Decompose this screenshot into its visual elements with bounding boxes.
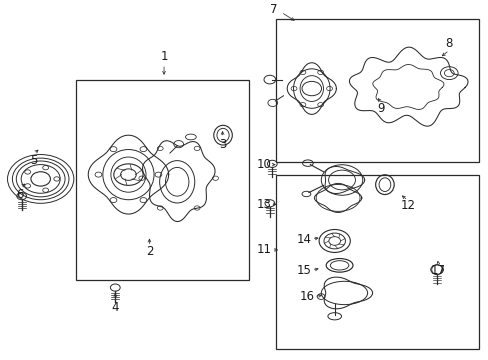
Text: 11: 11 xyxy=(256,243,271,256)
Text: 5: 5 xyxy=(30,154,38,167)
Text: 6: 6 xyxy=(17,188,24,201)
Text: 1: 1 xyxy=(160,50,167,63)
Text: 13: 13 xyxy=(256,198,271,211)
Text: 10: 10 xyxy=(256,158,271,171)
Bar xyxy=(276,175,478,348)
Bar xyxy=(276,19,478,162)
Text: 17: 17 xyxy=(430,264,445,277)
Text: 3: 3 xyxy=(219,138,226,150)
Text: 15: 15 xyxy=(296,264,311,277)
Text: 16: 16 xyxy=(299,290,314,303)
Text: 7: 7 xyxy=(269,3,277,16)
Text: 8: 8 xyxy=(445,37,452,50)
Text: 9: 9 xyxy=(377,103,384,116)
Text: 2: 2 xyxy=(145,245,153,258)
Bar xyxy=(76,80,249,280)
Text: 4: 4 xyxy=(111,301,119,314)
Text: 14: 14 xyxy=(296,233,311,246)
Text: 12: 12 xyxy=(400,199,414,212)
